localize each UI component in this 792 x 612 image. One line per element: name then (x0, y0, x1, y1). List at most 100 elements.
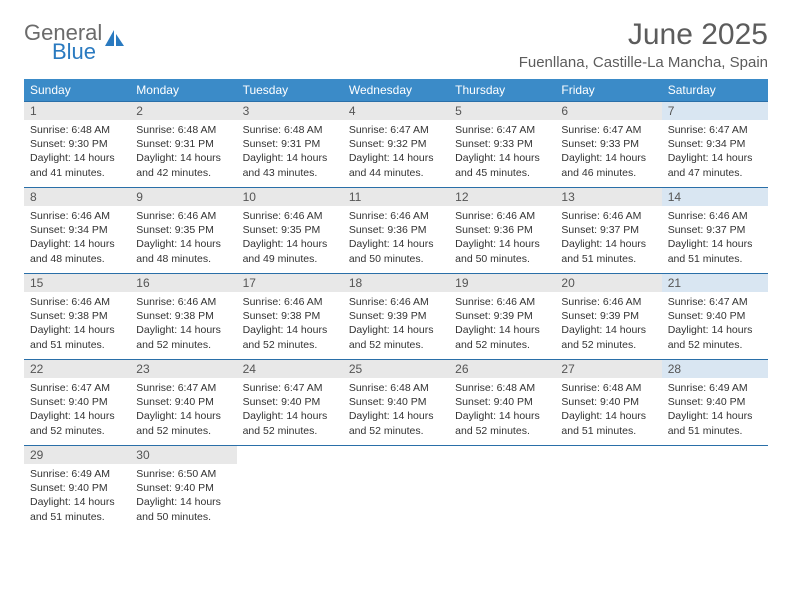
sunrise-line: Sunrise: 6:49 AM (30, 467, 124, 481)
logo: General Blue (24, 22, 126, 63)
daylight-line: Daylight: 14 hours and 51 minutes. (30, 323, 124, 351)
day-body: Sunrise: 6:47 AMSunset: 9:40 PMDaylight:… (24, 378, 130, 443)
calendar-cell: 22Sunrise: 6:47 AMSunset: 9:40 PMDayligh… (24, 359, 130, 445)
sunset-line: Sunset: 9:39 PM (349, 309, 443, 323)
empty-cell (555, 445, 661, 531)
sunrise-line: Sunrise: 6:46 AM (455, 209, 549, 223)
empty-cell (449, 445, 555, 531)
day-number: 11 (343, 188, 449, 206)
logo-sail-icon (104, 28, 126, 48)
sunrise-line: Sunrise: 6:48 AM (243, 123, 337, 137)
calendar-cell: 5Sunrise: 6:47 AMSunset: 9:33 PMDaylight… (449, 101, 555, 187)
day-number: 29 (24, 446, 130, 464)
daylight-line: Daylight: 14 hours and 51 minutes. (561, 409, 655, 437)
day-header: Friday (555, 79, 661, 101)
day-number: 12 (449, 188, 555, 206)
day-body: Sunrise: 6:46 AMSunset: 9:36 PMDaylight:… (343, 206, 449, 271)
daylight-line: Daylight: 14 hours and 51 minutes. (561, 237, 655, 265)
month-title: June 2025 (519, 18, 768, 52)
day-number: 9 (130, 188, 236, 206)
calendar-cell: 16Sunrise: 6:46 AMSunset: 9:38 PMDayligh… (130, 273, 236, 359)
daylight-line: Daylight: 14 hours and 50 minutes. (136, 495, 230, 523)
sunset-line: Sunset: 9:40 PM (243, 395, 337, 409)
sunset-line: Sunset: 9:30 PM (30, 137, 124, 151)
day-body: Sunrise: 6:46 AMSunset: 9:35 PMDaylight:… (237, 206, 343, 271)
day-body: Sunrise: 6:48 AMSunset: 9:40 PMDaylight:… (555, 378, 661, 443)
daylight-line: Daylight: 14 hours and 51 minutes. (668, 237, 762, 265)
day-number: 2 (130, 102, 236, 120)
sunset-line: Sunset: 9:35 PM (243, 223, 337, 237)
calendar-cell: 21Sunrise: 6:47 AMSunset: 9:40 PMDayligh… (662, 273, 768, 359)
day-body: Sunrise: 6:46 AMSunset: 9:36 PMDaylight:… (449, 206, 555, 271)
sunset-line: Sunset: 9:36 PM (455, 223, 549, 237)
logo-text-blue: Blue (52, 41, 102, 63)
day-body: Sunrise: 6:46 AMSunset: 9:34 PMDaylight:… (24, 206, 130, 271)
sunrise-line: Sunrise: 6:46 AM (136, 295, 230, 309)
sunset-line: Sunset: 9:40 PM (455, 395, 549, 409)
calendar-cell: 20Sunrise: 6:46 AMSunset: 9:39 PMDayligh… (555, 273, 661, 359)
daylight-line: Daylight: 14 hours and 46 minutes. (561, 151, 655, 179)
day-number: 13 (555, 188, 661, 206)
sunrise-line: Sunrise: 6:48 AM (455, 381, 549, 395)
sunset-line: Sunset: 9:40 PM (136, 481, 230, 495)
sunrise-line: Sunrise: 6:48 AM (136, 123, 230, 137)
sunrise-line: Sunrise: 6:47 AM (30, 381, 124, 395)
day-number: 22 (24, 360, 130, 378)
daylight-line: Daylight: 14 hours and 52 minutes. (455, 409, 549, 437)
calendar-cell: 3Sunrise: 6:48 AMSunset: 9:31 PMDaylight… (237, 101, 343, 187)
day-number: 18 (343, 274, 449, 292)
day-number: 15 (24, 274, 130, 292)
sunrise-line: Sunrise: 6:46 AM (136, 209, 230, 223)
day-body: Sunrise: 6:49 AMSunset: 9:40 PMDaylight:… (662, 378, 768, 443)
sunset-line: Sunset: 9:40 PM (349, 395, 443, 409)
sunset-line: Sunset: 9:35 PM (136, 223, 230, 237)
calendar-cell: 12Sunrise: 6:46 AMSunset: 9:36 PMDayligh… (449, 187, 555, 273)
calendar-cell: 1Sunrise: 6:48 AMSunset: 9:30 PMDaylight… (24, 101, 130, 187)
sunset-line: Sunset: 9:31 PM (136, 137, 230, 151)
calendar-cell: 18Sunrise: 6:46 AMSunset: 9:39 PMDayligh… (343, 273, 449, 359)
calendar-cell: 26Sunrise: 6:48 AMSunset: 9:40 PMDayligh… (449, 359, 555, 445)
calendar-cell: 19Sunrise: 6:46 AMSunset: 9:39 PMDayligh… (449, 273, 555, 359)
calendar-cell: 23Sunrise: 6:47 AMSunset: 9:40 PMDayligh… (130, 359, 236, 445)
calendar-cell: 9Sunrise: 6:46 AMSunset: 9:35 PMDaylight… (130, 187, 236, 273)
day-header: Tuesday (237, 79, 343, 101)
daylight-line: Daylight: 14 hours and 50 minutes. (455, 237, 549, 265)
sunrise-line: Sunrise: 6:47 AM (243, 381, 337, 395)
sunrise-line: Sunrise: 6:46 AM (455, 295, 549, 309)
sunrise-line: Sunrise: 6:49 AM (668, 381, 762, 395)
day-body: Sunrise: 6:47 AMSunset: 9:32 PMDaylight:… (343, 120, 449, 185)
daylight-line: Daylight: 14 hours and 47 minutes. (668, 151, 762, 179)
daylight-line: Daylight: 14 hours and 48 minutes. (30, 237, 124, 265)
day-number: 21 (662, 274, 768, 292)
daylight-line: Daylight: 14 hours and 52 minutes. (30, 409, 124, 437)
daylight-line: Daylight: 14 hours and 52 minutes. (136, 323, 230, 351)
day-number: 25 (343, 360, 449, 378)
sunrise-line: Sunrise: 6:48 AM (349, 381, 443, 395)
day-number: 27 (555, 360, 661, 378)
day-body: Sunrise: 6:46 AMSunset: 9:39 PMDaylight:… (343, 292, 449, 357)
sunset-line: Sunset: 9:36 PM (349, 223, 443, 237)
sunrise-line: Sunrise: 6:47 AM (668, 123, 762, 137)
sunrise-line: Sunrise: 6:47 AM (455, 123, 549, 137)
daylight-line: Daylight: 14 hours and 49 minutes. (243, 237, 337, 265)
calendar-cell: 17Sunrise: 6:46 AMSunset: 9:38 PMDayligh… (237, 273, 343, 359)
day-number: 30 (130, 446, 236, 464)
day-number: 7 (662, 102, 768, 120)
sunset-line: Sunset: 9:34 PM (668, 137, 762, 151)
sunset-line: Sunset: 9:33 PM (561, 137, 655, 151)
day-body: Sunrise: 6:47 AMSunset: 9:33 PMDaylight:… (449, 120, 555, 185)
day-body: Sunrise: 6:48 AMSunset: 9:31 PMDaylight:… (237, 120, 343, 185)
sunset-line: Sunset: 9:40 PM (136, 395, 230, 409)
calendar-cell: 10Sunrise: 6:46 AMSunset: 9:35 PMDayligh… (237, 187, 343, 273)
day-body: Sunrise: 6:46 AMSunset: 9:38 PMDaylight:… (237, 292, 343, 357)
day-number: 17 (237, 274, 343, 292)
day-header: Sunday (24, 79, 130, 101)
sunrise-line: Sunrise: 6:46 AM (561, 295, 655, 309)
sunset-line: Sunset: 9:32 PM (349, 137, 443, 151)
day-body: Sunrise: 6:47 AMSunset: 9:40 PMDaylight:… (130, 378, 236, 443)
sunset-line: Sunset: 9:40 PM (668, 395, 762, 409)
day-number: 3 (237, 102, 343, 120)
sunrise-line: Sunrise: 6:48 AM (30, 123, 124, 137)
day-number: 5 (449, 102, 555, 120)
daylight-line: Daylight: 14 hours and 52 minutes. (136, 409, 230, 437)
